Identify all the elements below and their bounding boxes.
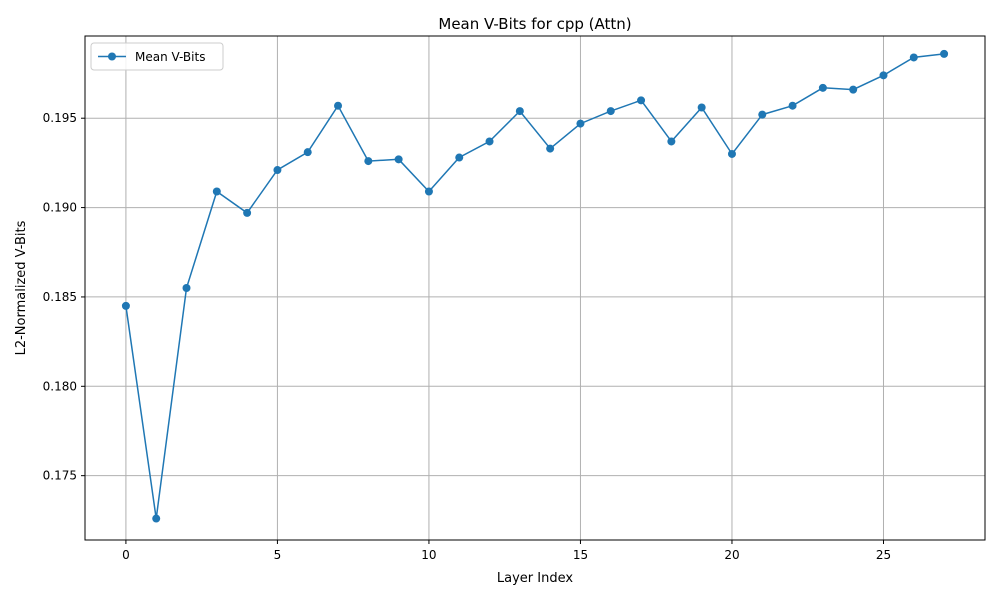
legend: Mean V-Bits — [90, 42, 224, 71]
data-point — [303, 148, 312, 157]
data-point — [637, 96, 646, 105]
data-point — [212, 187, 221, 196]
chart-title: Mean V-Bits for cpp (Attn) — [438, 15, 631, 33]
x-tick-label: 20 — [724, 548, 739, 562]
data-point — [697, 103, 706, 112]
data-point — [394, 155, 403, 164]
data-point — [576, 119, 585, 128]
data-point — [788, 101, 797, 110]
data-point — [121, 301, 130, 310]
data-point — [182, 284, 191, 292]
x-axis-label: Layer Index — [497, 571, 573, 586]
axis-ticks: 0 5 10 15 20 25 0.175 0.180 0.185 0.190 0.195 — [43, 111, 891, 562]
y-tick-label: 0.180 — [43, 379, 77, 393]
legend-label: Mean V-Bits — [135, 50, 205, 64]
data-point — [243, 208, 252, 217]
data-point — [727, 149, 736, 158]
data-point — [909, 53, 918, 62]
x-tick-label: 25 — [876, 548, 891, 562]
data-point — [667, 137, 676, 146]
data-point — [879, 71, 888, 80]
y-tick-label: 0.195 — [43, 111, 77, 125]
data-point — [546, 144, 555, 153]
data-point — [818, 83, 827, 92]
legend-marker-swatch — [108, 52, 116, 61]
data-point — [515, 107, 524, 116]
data-point — [273, 166, 282, 175]
y-axis-label: L2-Normalized V-Bits — [14, 220, 29, 355]
x-tick-label: 10 — [421, 548, 436, 562]
y-tick-label: 0.190 — [43, 201, 77, 215]
data-point — [364, 157, 373, 166]
data-point — [849, 85, 858, 94]
data-point — [334, 101, 343, 110]
grid — [85, 36, 985, 540]
series-line — [125, 53, 945, 519]
legend-box — [90, 42, 224, 71]
x-tick-label: 0 — [122, 548, 130, 562]
x-tick-label: 15 — [573, 548, 588, 562]
data-point — [940, 49, 949, 58]
y-tick-label: 0.185 — [43, 290, 77, 304]
data-point — [485, 137, 494, 146]
data-point — [455, 153, 464, 162]
x-tick-label: 5 — [274, 548, 282, 562]
plot-area-frame — [84, 35, 986, 541]
data-point — [152, 514, 161, 523]
series-mean-v-bits — [121, 49, 949, 523]
data-point — [758, 110, 767, 119]
data-point — [424, 187, 433, 196]
data-point — [606, 107, 615, 116]
y-tick-label: 0.175 — [43, 469, 77, 483]
